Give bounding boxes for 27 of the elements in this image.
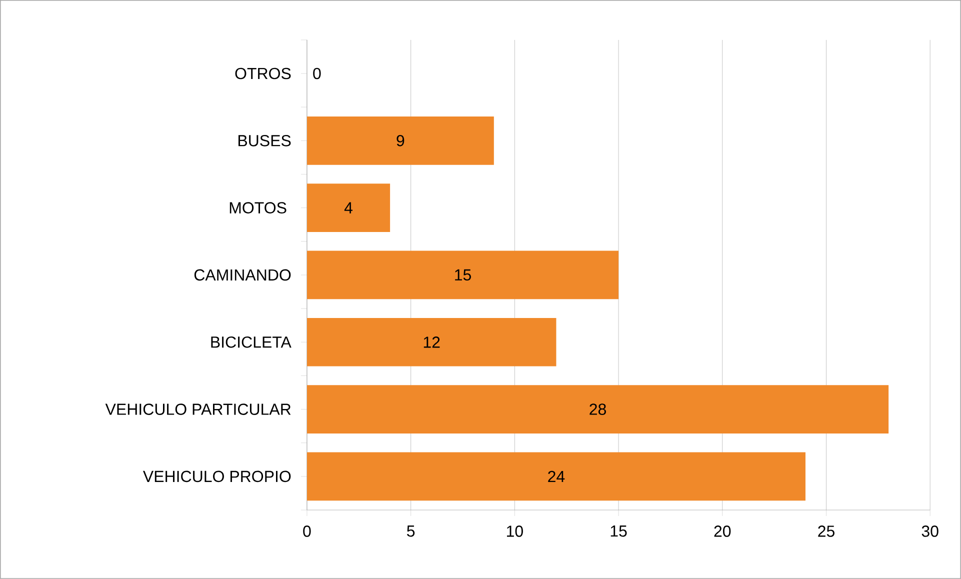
y-tick-label: VEHICULO PROPIO bbox=[142, 470, 291, 482]
data-label: 4 bbox=[344, 202, 352, 214]
y-tick-label: OTROS bbox=[235, 68, 291, 80]
y-tick-label: BUSES bbox=[238, 135, 291, 146]
bar bbox=[306, 318, 556, 366]
y-tick-label: BICICLETA bbox=[211, 336, 292, 348]
x-tick-label: 5 bbox=[407, 526, 415, 537]
x-tick-label: 10 bbox=[507, 526, 523, 537]
bar bbox=[306, 385, 889, 434]
y-tick-label: VEHICULO PARTICULAR bbox=[105, 404, 291, 415]
x-tick-label: 25 bbox=[818, 526, 834, 537]
data-label: 9 bbox=[396, 135, 404, 146]
data-label: 15 bbox=[455, 269, 471, 281]
x-tick-label: 30 bbox=[922, 526, 938, 537]
x-tick-label: 15 bbox=[610, 526, 627, 537]
x-tick-label: 0 bbox=[303, 526, 311, 537]
bar bbox=[306, 452, 806, 501]
data-label: 28 bbox=[590, 404, 606, 415]
data-label: 0 bbox=[313, 68, 321, 80]
bar bbox=[306, 250, 619, 300]
data-label: 12 bbox=[424, 336, 440, 348]
y-tick-label: CAMINANDO bbox=[194, 269, 291, 281]
data-label: 24 bbox=[548, 470, 565, 482]
bar bbox=[306, 184, 390, 232]
y-tick-label: MOTOS bbox=[230, 202, 286, 214]
bar bbox=[306, 116, 494, 165]
x-tick-label: 20 bbox=[714, 526, 731, 537]
